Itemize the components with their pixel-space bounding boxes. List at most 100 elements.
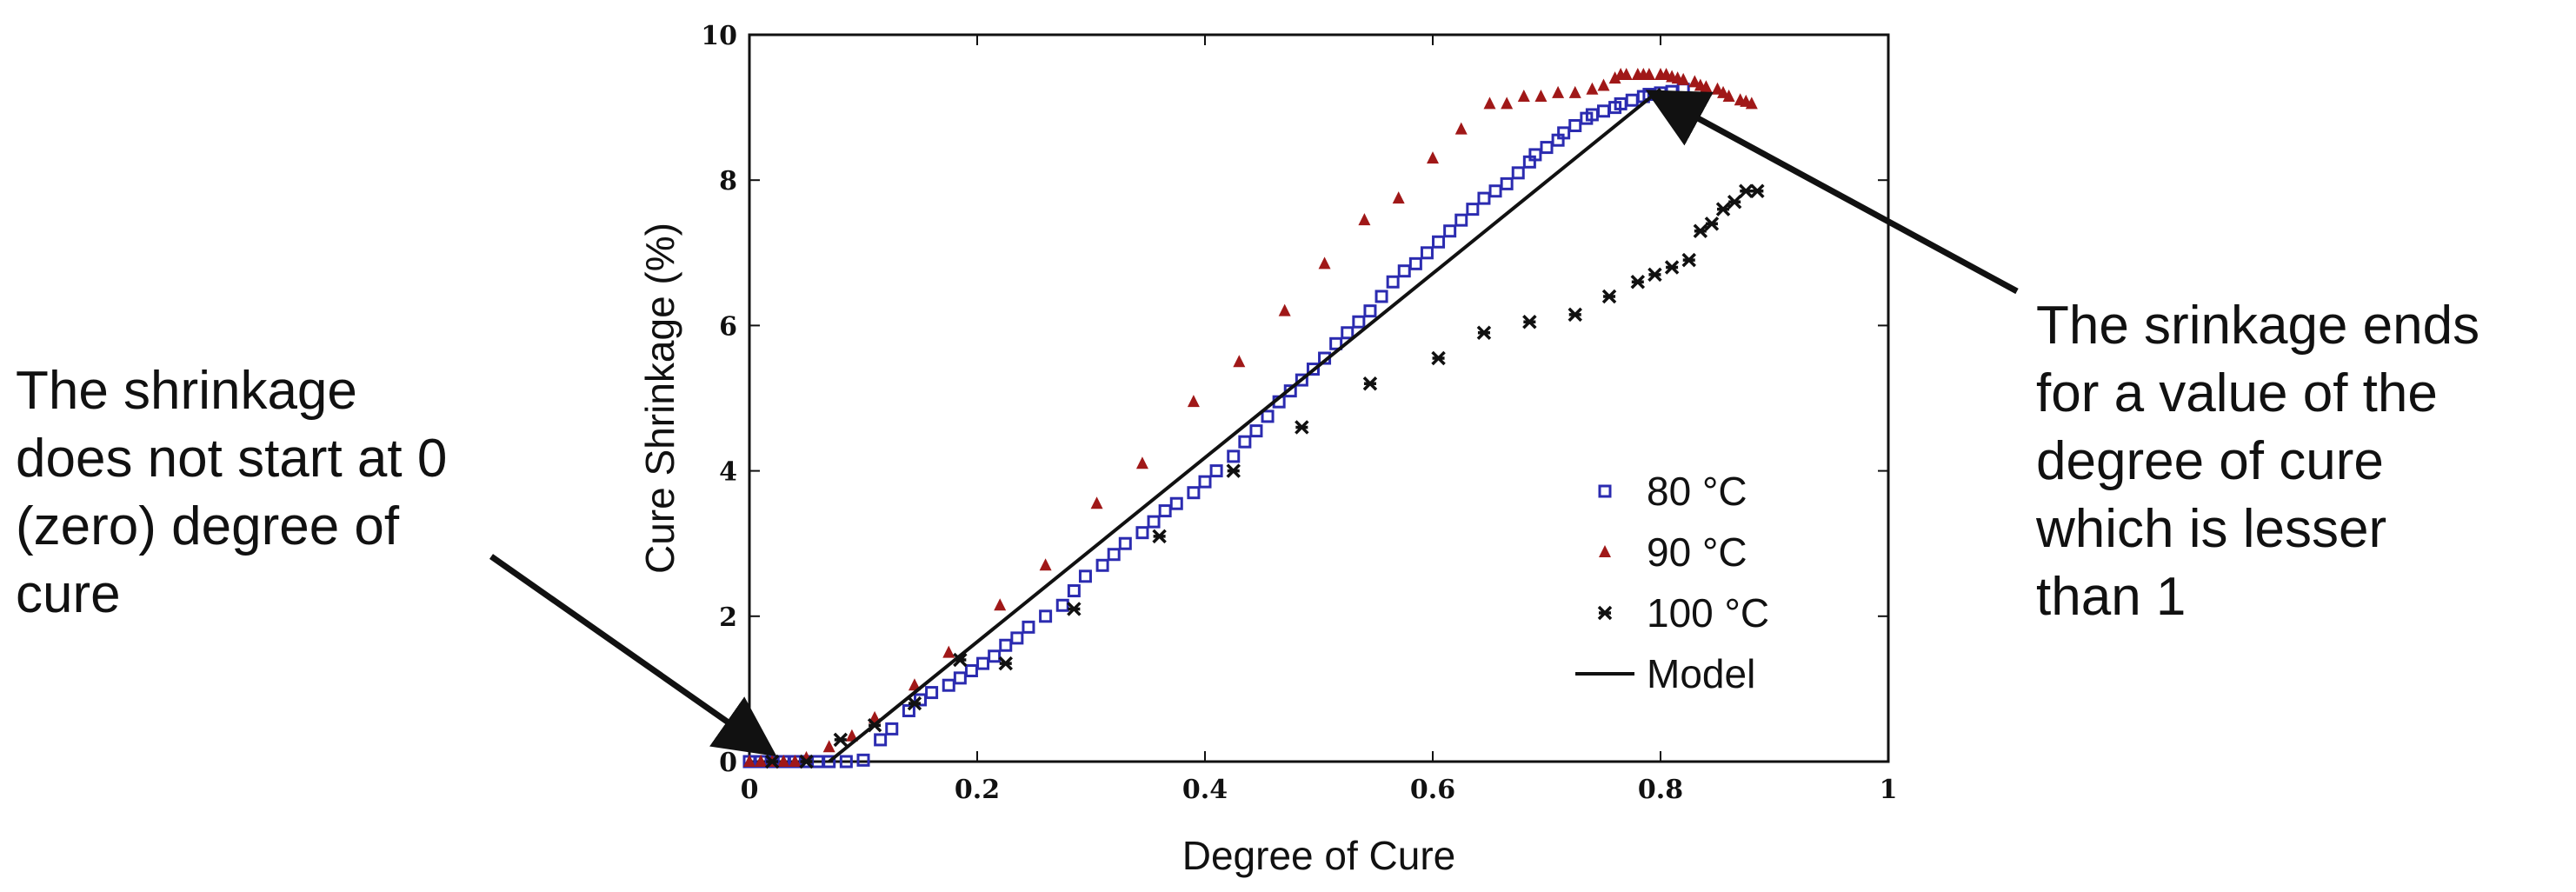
data-point-90-c [1233,355,1246,368]
data-point-80-c [1067,584,1081,598]
data-point-80-c [885,722,899,736]
data-point-80-c [1227,449,1241,463]
annotation-left: The shrinkage does not start at 0 (zero)… [16,361,447,624]
data-point-100-c [1295,420,1309,435]
annotation-left-line-4: cure [16,564,121,624]
data-point-90-c [1700,80,1713,93]
x-axis: 0 0.2 0.4 0.6 0.8 1 [741,35,1898,805]
data-point-90-c [1483,97,1496,110]
data-point-90-c [1427,151,1439,164]
data-point-80-c [999,638,1013,652]
data-point-90-c [1534,90,1548,103]
x-tick-label: 1 [1880,775,1898,805]
annotation-left-line-1: The shrinkage [16,361,357,421]
data-point-90-c [1608,71,1621,84]
data-point-90-c [1454,122,1468,135]
data-point-90-c [777,755,790,767]
data-point-80-c [1432,235,1446,249]
data-point-100-c [1681,252,1696,268]
data-point-80-c [856,753,870,767]
data-point-90-c [1745,97,1758,110]
data-point-80-c [902,703,915,717]
x-tick-label: 0.8 [1638,775,1683,805]
data-point-80-c [976,656,990,670]
x-axis-title: Degree of Cure [1182,833,1456,878]
data-point-100-c [1727,195,1742,210]
data-point-80-c [1295,373,1308,387]
data-point-80-c [1261,409,1275,423]
data-point-80-c [925,686,939,700]
data-point-100-c [1715,202,1731,216]
data-point-80-c [1118,536,1132,550]
data-point-90-c [789,755,802,767]
y-tick-label: 4 [719,457,737,488]
legend-label-90-c: 90 °C [1647,529,1747,575]
data-point-80-c [839,755,853,769]
y-tick-label: 0 [719,748,737,778]
data-point-80-c [1408,256,1422,270]
data-point-90-c [1318,256,1331,270]
data-point-100-c [1647,267,1662,283]
data-point-90-c [1597,78,1610,91]
legend-label-model: Model [1647,651,1755,696]
x-tick-label: 0.6 [1410,775,1455,805]
data-point-80-c [1568,119,1582,132]
plot-area [742,67,1765,769]
data-point-80-c [988,649,1002,663]
data-point-80-c [1187,486,1201,500]
data-point-80-c [1557,126,1571,140]
data-point-80-c [1238,435,1252,449]
data-point-80-c [1039,609,1053,623]
plot-frame [748,33,1890,763]
annotation-right-arrow [1645,90,2019,295]
y-tick-label: 8 [719,166,737,196]
annotation-right-line-5: than 1 [2036,567,2186,627]
data-point-80-c [1528,148,1542,162]
data-point-80-c [1477,191,1491,205]
legend-swatch-90-c [1599,545,1611,557]
data-point-100-c [907,696,922,711]
data-point-80-c [1397,264,1411,278]
data-point-80-c [1540,141,1554,155]
annotation-right-line-3: degree of cure [2036,431,2384,491]
y-tick-label: 2 [719,602,737,633]
data-point-80-c [1249,424,1263,438]
data-point-100-c [1601,289,1617,304]
data-point-100-c [833,732,849,748]
data-point-100-c [1067,602,1082,616]
data-point-80-c [1107,548,1121,562]
data-point-90-c [1135,456,1148,469]
data-point-80-c [914,693,927,707]
data-point-90-c [1677,72,1690,85]
data-point-80-c [1352,315,1366,329]
data-point-90-c [994,598,1007,611]
data-point-100-c [799,754,814,769]
data-point-80-c [953,671,967,685]
data-point-80-c [1500,176,1514,190]
x-tick-label: 0 [741,775,759,805]
data-point-100-c [1522,314,1537,330]
data-point-100-c [1476,325,1492,340]
data-point-80-c [964,664,978,677]
data-point-100-c [764,754,780,769]
data-point-80-c [1341,326,1355,340]
data-point-80-c [1665,84,1679,98]
data-point-90-c [908,678,921,691]
data-point-80-c [874,733,888,747]
data-point-100-c [1152,529,1167,544]
data-point-100-c [1226,463,1241,478]
y-axis-title: Cure Shrinkage (%) [637,223,682,574]
annotation-right-line-1: The srinkage ends [2036,296,2479,356]
data-point-80-c [1386,275,1400,289]
data-point-80-c [1443,224,1457,238]
data-point-80-c [1420,246,1434,260]
data-point-100-c [1664,260,1680,275]
data-point-80-c [1022,620,1035,634]
data-point-100-c [1739,183,1754,198]
data-point-100-c [1362,376,1378,391]
data-point-80-c [1597,104,1610,118]
data-point-90-c [1586,82,1599,95]
data-point-80-c [1488,184,1502,198]
data-point-90-c [845,729,858,742]
